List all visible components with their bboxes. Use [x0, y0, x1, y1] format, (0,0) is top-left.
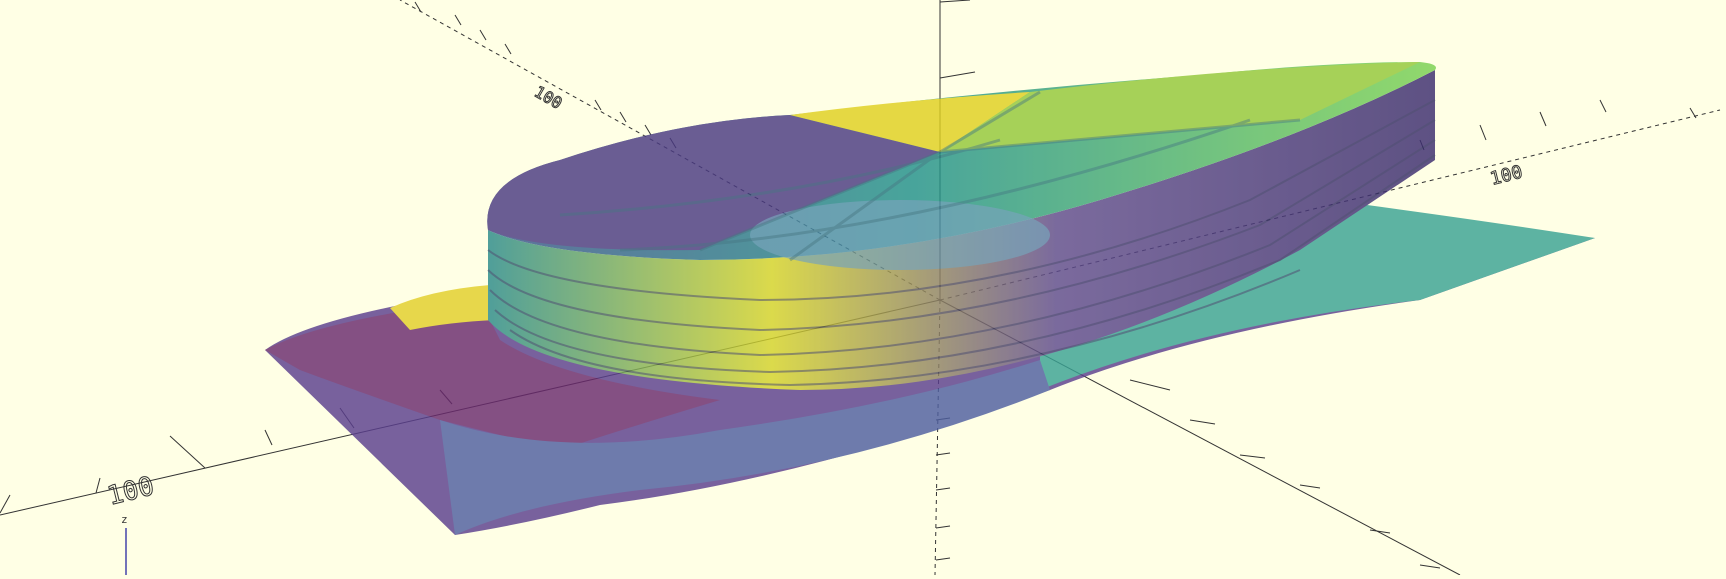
axis-label-back-100: 100: [531, 82, 566, 113]
shell-inner-disk: [750, 200, 1050, 270]
shell-facet-lines: [559, 90, 1301, 262]
shell-top-lime: [940, 62, 1420, 152]
z-axis-negative: [934, 299, 941, 576]
axis-label-left-100: 100: [104, 471, 157, 511]
axis-indicator-z-label: z: [121, 513, 128, 526]
orientation-indicator: z: [121, 513, 128, 575]
3d-model[interactable]: [265, 62, 1595, 535]
base-band-blue: [440, 360, 1050, 535]
base-plate-right: [1040, 200, 1595, 390]
shell-top-purple: [487, 115, 940, 251]
shell-top-yellow: [790, 92, 1030, 152]
base-wing-left: [265, 300, 720, 450]
z-axis-ticks: [935, 0, 976, 561]
y-axis-negative: [399, 0, 941, 301]
base-strip-yellow: [390, 285, 495, 330]
shell-side-wall: [488, 70, 1435, 390]
axis-label-right-100: 100: [1488, 162, 1525, 190]
shell-layer-rings: [487, 99, 1436, 387]
